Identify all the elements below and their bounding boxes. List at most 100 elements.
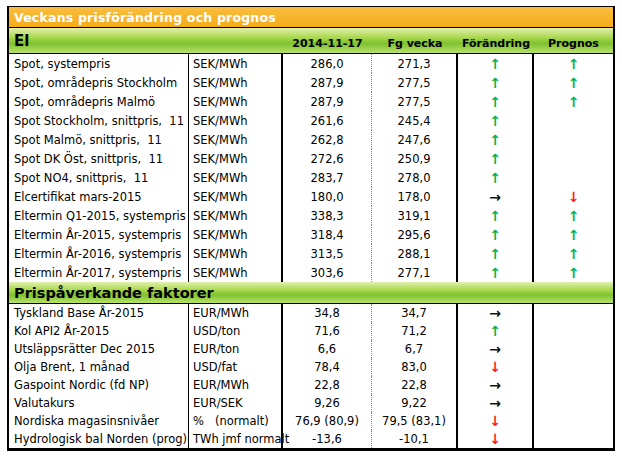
change-cell: ↑ bbox=[458, 130, 534, 149]
value-current: 6,6 bbox=[283, 340, 372, 358]
value-previous: -10,1 bbox=[372, 430, 458, 448]
value-current: 9,26 bbox=[283, 394, 372, 412]
up-arrow-icon: ↑ bbox=[489, 95, 501, 109]
row-unit: EUR/ton bbox=[189, 340, 283, 358]
value-previous: 271,3 bbox=[372, 54, 458, 73]
value-previous: 250,9 bbox=[372, 149, 458, 168]
column-header-date: 2014-11-17 bbox=[283, 37, 372, 50]
table-row: Spot DK Öst, snittpris, 11SEK/MWh272,625… bbox=[9, 149, 613, 168]
forecast-cell-empty bbox=[534, 394, 613, 412]
row-unit: SEK/MWh bbox=[189, 263, 283, 282]
table-row: Spot Malmö, snittpris, 11SEK/MWh262,8247… bbox=[9, 130, 613, 149]
up-arrow-icon: ↑ bbox=[489, 171, 501, 185]
up-arrow-icon: ↑ bbox=[568, 57, 580, 71]
row-unit: % (normalt) bbox=[189, 412, 283, 430]
table-row: Kol API2 År-2015USD/ton71,671,2↑ bbox=[9, 322, 613, 340]
forecast-cell: ↑ bbox=[534, 73, 613, 92]
section-header-factors: Prispåverkande faktorer bbox=[9, 282, 613, 304]
value-previous: 6,7 bbox=[372, 340, 458, 358]
row-unit: USD/fat bbox=[189, 358, 283, 376]
weekly-price-report: Veckans prisförändring och prognos El 20… bbox=[0, 0, 622, 462]
forecast-cell: ↑ bbox=[534, 92, 613, 111]
row-label: Eltermin År-2015, systempris bbox=[9, 225, 189, 244]
row-label: Spot, områdepris Stockholm bbox=[9, 73, 189, 92]
change-cell: ↑ bbox=[458, 206, 534, 225]
row-unit: SEK/MWh bbox=[189, 111, 283, 130]
factor-rows: Tyskland Base År-2015EUR/MWh34,834,7→Kol… bbox=[9, 304, 613, 448]
right-arrow-icon: → bbox=[489, 378, 501, 392]
forecast-cell-empty bbox=[534, 149, 613, 168]
up-arrow-icon: ↑ bbox=[489, 114, 501, 128]
section-title-factors: Prispåverkande faktorer bbox=[14, 285, 214, 301]
row-label: Kol API2 År-2015 bbox=[9, 322, 189, 340]
price-table: Veckans prisförändring och prognos El 20… bbox=[7, 6, 615, 451]
forecast-cell: ↑ bbox=[534, 206, 613, 225]
value-previous: 277,5 bbox=[372, 73, 458, 92]
row-label: Spot NO4, snittpris, 11 bbox=[9, 168, 189, 187]
value-current: 303,6 bbox=[283, 263, 372, 282]
change-cell: ↑ bbox=[458, 92, 534, 111]
table-row: Spot, områdepris MalmöSEK/MWh287,9277,5↑… bbox=[9, 92, 613, 111]
change-cell: ↓ bbox=[458, 412, 534, 430]
row-unit: SEK/MWh bbox=[189, 225, 283, 244]
value-previous: 178,0 bbox=[372, 187, 458, 206]
row-unit: SEK/MWh bbox=[189, 92, 283, 111]
report-title: Veckans prisförändring och prognos bbox=[14, 10, 276, 25]
table-row: Elcertifikat mars-2015SEK/MWh180,0178,0→… bbox=[9, 187, 613, 206]
change-cell: ↑ bbox=[458, 244, 534, 263]
change-cell: → bbox=[458, 376, 534, 394]
column-header-prev-week: Fg vecka bbox=[372, 37, 458, 50]
up-arrow-icon: ↑ bbox=[489, 209, 501, 223]
forecast-cell-empty bbox=[534, 376, 613, 394]
forecast-cell-empty bbox=[534, 168, 613, 187]
change-cell: ↑ bbox=[458, 111, 534, 130]
value-current: 313,5 bbox=[283, 244, 372, 263]
right-arrow-icon: → bbox=[489, 190, 501, 204]
forecast-cell: ↑ bbox=[534, 54, 613, 73]
value-current: 34,8 bbox=[283, 304, 372, 322]
up-arrow-icon: ↑ bbox=[489, 152, 501, 166]
value-previous: 22,8 bbox=[372, 376, 458, 394]
value-previous: 71,2 bbox=[372, 322, 458, 340]
value-current: 287,9 bbox=[283, 92, 372, 111]
value-previous: 34,7 bbox=[372, 304, 458, 322]
value-current: 262,8 bbox=[283, 130, 372, 149]
up-arrow-icon: ↑ bbox=[568, 76, 580, 90]
section-header-el: El 2014-11-17 Fg vecka Förändring Progno… bbox=[9, 28, 613, 54]
value-current: 261,6 bbox=[283, 111, 372, 130]
value-current: 338,3 bbox=[283, 206, 372, 225]
row-label: Eltermin Q1-2015, systempris bbox=[9, 206, 189, 225]
value-current: 286,0 bbox=[283, 54, 372, 73]
up-arrow-icon: ↑ bbox=[568, 209, 580, 223]
change-cell: ↑ bbox=[458, 54, 534, 73]
row-unit: TWh jmf normalt bbox=[189, 430, 283, 448]
row-label: Spot Malmö, snittpris, 11 bbox=[9, 130, 189, 149]
change-cell: ↑ bbox=[458, 225, 534, 244]
row-label: Eltermin År-2016, systempris bbox=[9, 244, 189, 263]
row-unit: SEK/MWh bbox=[189, 73, 283, 92]
value-previous: 9,22 bbox=[372, 394, 458, 412]
value-current: 22,8 bbox=[283, 376, 372, 394]
row-unit: SEK/MWh bbox=[189, 168, 283, 187]
table-row: Spot, områdepris StockholmSEK/MWh287,927… bbox=[9, 73, 613, 92]
forecast-cell-empty bbox=[534, 340, 613, 358]
row-label: Valutakurs bbox=[9, 394, 189, 412]
change-cell: ↓ bbox=[458, 358, 534, 376]
row-label: Hydrologisk bal Norden (prog) bbox=[9, 430, 189, 448]
row-label: Spot, områdepris Malmö bbox=[9, 92, 189, 111]
change-cell: → bbox=[458, 340, 534, 358]
table-row: ValutakursEUR/SEK9,269,22→ bbox=[9, 394, 613, 412]
value-previous: 247,6 bbox=[372, 130, 458, 149]
forecast-cell: ↑ bbox=[534, 244, 613, 263]
down-arrow-icon: ↓ bbox=[489, 414, 501, 428]
table-row: Eltermin År-2017, systemprisSEK/MWh303,6… bbox=[9, 263, 613, 282]
down-arrow-icon: ↓ bbox=[489, 432, 501, 446]
row-unit: EUR/MWh bbox=[189, 376, 283, 394]
up-arrow-icon: ↑ bbox=[489, 76, 501, 90]
forecast-cell-empty bbox=[534, 322, 613, 340]
table-row: Eltermin År-2016, systemprisSEK/MWh313,5… bbox=[9, 244, 613, 263]
up-arrow-icon: ↑ bbox=[568, 266, 580, 280]
change-cell: ↑ bbox=[458, 168, 534, 187]
value-previous: 79,5 (83,1) bbox=[372, 412, 458, 430]
value-current: 287,9 bbox=[283, 73, 372, 92]
